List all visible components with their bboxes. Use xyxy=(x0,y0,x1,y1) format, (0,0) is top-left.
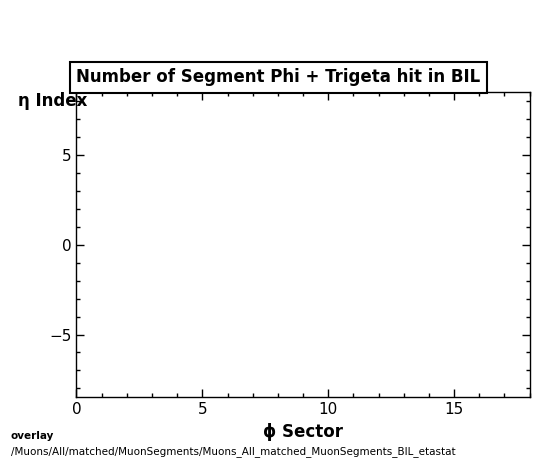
Text: /Muons/All/matched/MuonSegments/Muons_All_matched_MuonSegments_BIL_etastat: /Muons/All/matched/MuonSegments/Muons_Al… xyxy=(11,446,455,457)
Text: η Index: η Index xyxy=(17,92,87,110)
Text: Number of Segment Phi + Trigeta hit in BIL: Number of Segment Phi + Trigeta hit in B… xyxy=(76,68,480,86)
Text: overlay: overlay xyxy=(11,431,54,441)
X-axis label: ϕ Sector: ϕ Sector xyxy=(263,423,343,441)
